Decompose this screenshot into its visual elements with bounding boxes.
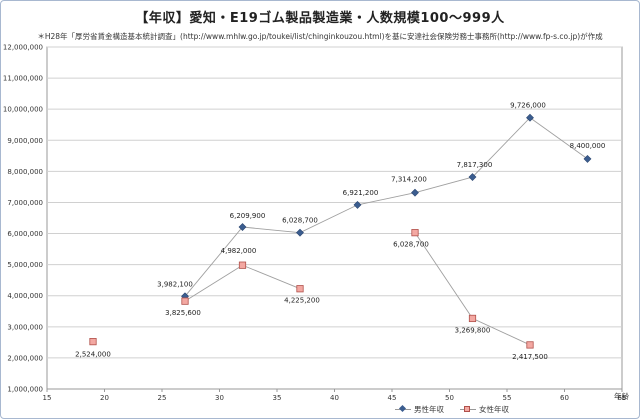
male-series-line <box>184 117 588 297</box>
y-tick-label: 11,000,000 <box>3 75 43 83</box>
male-data-label: 8,400,000 <box>570 142 606 150</box>
y-tick-label: 12,000,000 <box>3 44 43 52</box>
chart-subtitle: ＊H28年「厚労省賃金構造基本統計調査」(http://www.mhlw.go.… <box>37 32 603 41</box>
female-data-label: 4,225,200 <box>284 297 320 305</box>
female-data-label: 3,825,600 <box>165 309 201 317</box>
female-data-point <box>238 261 247 269</box>
legend-female-label: 女性年収 <box>479 405 509 414</box>
x-axis-label: 年齢 <box>614 391 629 401</box>
y-tick-label: 3,000,000 <box>7 323 43 331</box>
male-data-point <box>526 113 534 122</box>
female-data-point <box>296 285 304 293</box>
female-data-point <box>526 341 534 349</box>
y-tick-label: 10,000,000 <box>3 106 43 114</box>
female-data-point <box>468 314 477 323</box>
female-data-point <box>89 338 97 346</box>
y-tick-label: 9,000,000 <box>7 137 43 145</box>
legend-item-female: 女性年収 <box>460 404 509 415</box>
male-data-label: 7,817,300 <box>457 161 493 169</box>
female-data-label: 3,269,800 <box>455 326 491 334</box>
x-tick-label: 65 <box>618 394 627 402</box>
x-tick-label: 45 <box>388 394 397 402</box>
x-tick-label: 35 <box>273 394 282 402</box>
x-tick-label: 15 <box>43 394 52 402</box>
male-data-point <box>583 155 592 163</box>
x-tick-label: 25 <box>158 394 167 402</box>
male-data-label: 7,314,200 <box>391 176 427 184</box>
x-tick-label: 60 <box>560 394 569 402</box>
x-tick-label: 40 <box>330 394 339 402</box>
chart-title: 【年収】愛知・E19ゴム製品製造業・人数規模100～999人 <box>135 11 505 26</box>
male-data-label: 3,982,100 <box>157 280 193 288</box>
y-tick-label: 8,000,000 <box>7 168 43 176</box>
male-data-label: 6,921,200 <box>343 189 379 197</box>
male-data-label: 6,028,700 <box>282 217 318 225</box>
legend: 男性年収 女性年収 <box>395 404 509 415</box>
male-data-point <box>468 173 477 181</box>
y-tick-label: 6,000,000 <box>7 230 43 238</box>
male-data-label: 9,726,000 <box>510 102 546 110</box>
legend-male-marker <box>395 404 411 413</box>
male-data-label: 6,209,900 <box>230 212 266 220</box>
y-tick-label: 5,000,000 <box>7 261 43 269</box>
female-data-label: 2,524,000 <box>75 351 111 359</box>
female-data-label: 2,417,500 <box>512 353 548 361</box>
plot-area <box>46 46 623 390</box>
male-data-point <box>296 228 304 237</box>
male-data-point <box>353 200 362 209</box>
y-tick-label: 4,000,000 <box>7 292 43 300</box>
legend-male-label: 男性年収 <box>414 405 444 414</box>
male-data-point <box>238 223 247 231</box>
x-tick-label: 20 <box>100 394 109 402</box>
female-data-label: 6,028,700 <box>393 241 429 249</box>
legend-item-male: 男性年収 <box>395 404 444 415</box>
female-data-label: 4,982,000 <box>221 247 257 255</box>
female-data-point <box>181 297 189 305</box>
x-tick-label: 55 <box>503 394 512 402</box>
y-tick-label: 1,000,000 <box>7 386 43 394</box>
legend-female-marker <box>460 406 476 412</box>
female-data-point <box>411 229 419 237</box>
y-tick-label: 7,000,000 <box>7 199 43 207</box>
x-tick-label: 50 <box>445 394 454 402</box>
x-tick-label: 30 <box>215 394 224 402</box>
y-tick-label: 2,000,000 <box>7 354 43 362</box>
male-data-point <box>411 188 419 197</box>
